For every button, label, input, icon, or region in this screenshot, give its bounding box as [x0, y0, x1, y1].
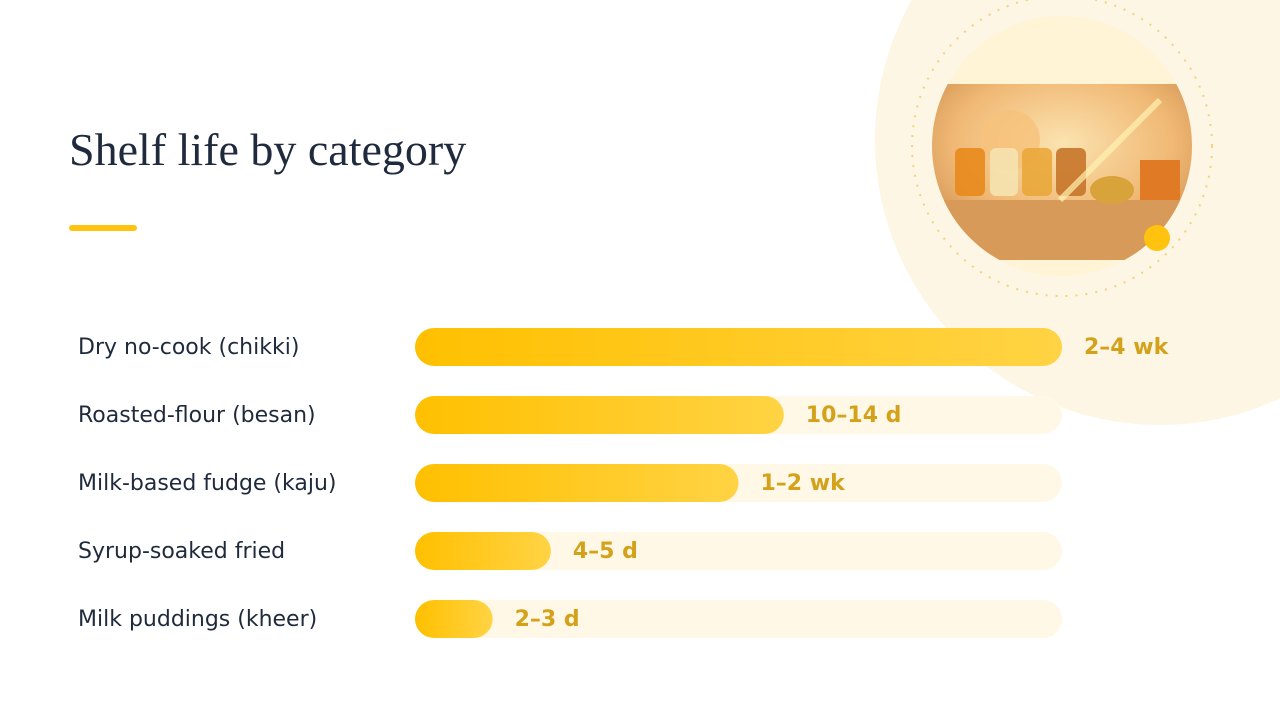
dotted-ring [911, 0, 1213, 297]
value-label: 2–4 wk [1084, 335, 1170, 360]
bar [415, 600, 493, 638]
category-label: Syrup-soaked fried [78, 539, 285, 564]
bar [415, 532, 551, 570]
bar-track [415, 600, 1062, 638]
title-underline [69, 225, 137, 231]
bar [415, 396, 784, 434]
category-label: Dry no-cook (chikki) [78, 335, 299, 360]
value-label: 4–5 d [573, 539, 638, 564]
accent-dot [1144, 225, 1170, 251]
chart-title: Shelf life by category [69, 124, 466, 175]
bar [415, 464, 739, 502]
value-label: 1–2 wk [761, 471, 847, 496]
bar-track [415, 532, 1062, 570]
category-label: Milk puddings (kheer) [78, 607, 317, 632]
value-label: 2–3 d [515, 607, 580, 632]
category-label: Milk-based fudge (kaju) [78, 471, 337, 496]
category-label: Roasted-flour (besan) [78, 403, 316, 428]
bar [415, 328, 1062, 366]
photo [932, 84, 1192, 260]
value-label: 10–14 d [806, 403, 902, 428]
